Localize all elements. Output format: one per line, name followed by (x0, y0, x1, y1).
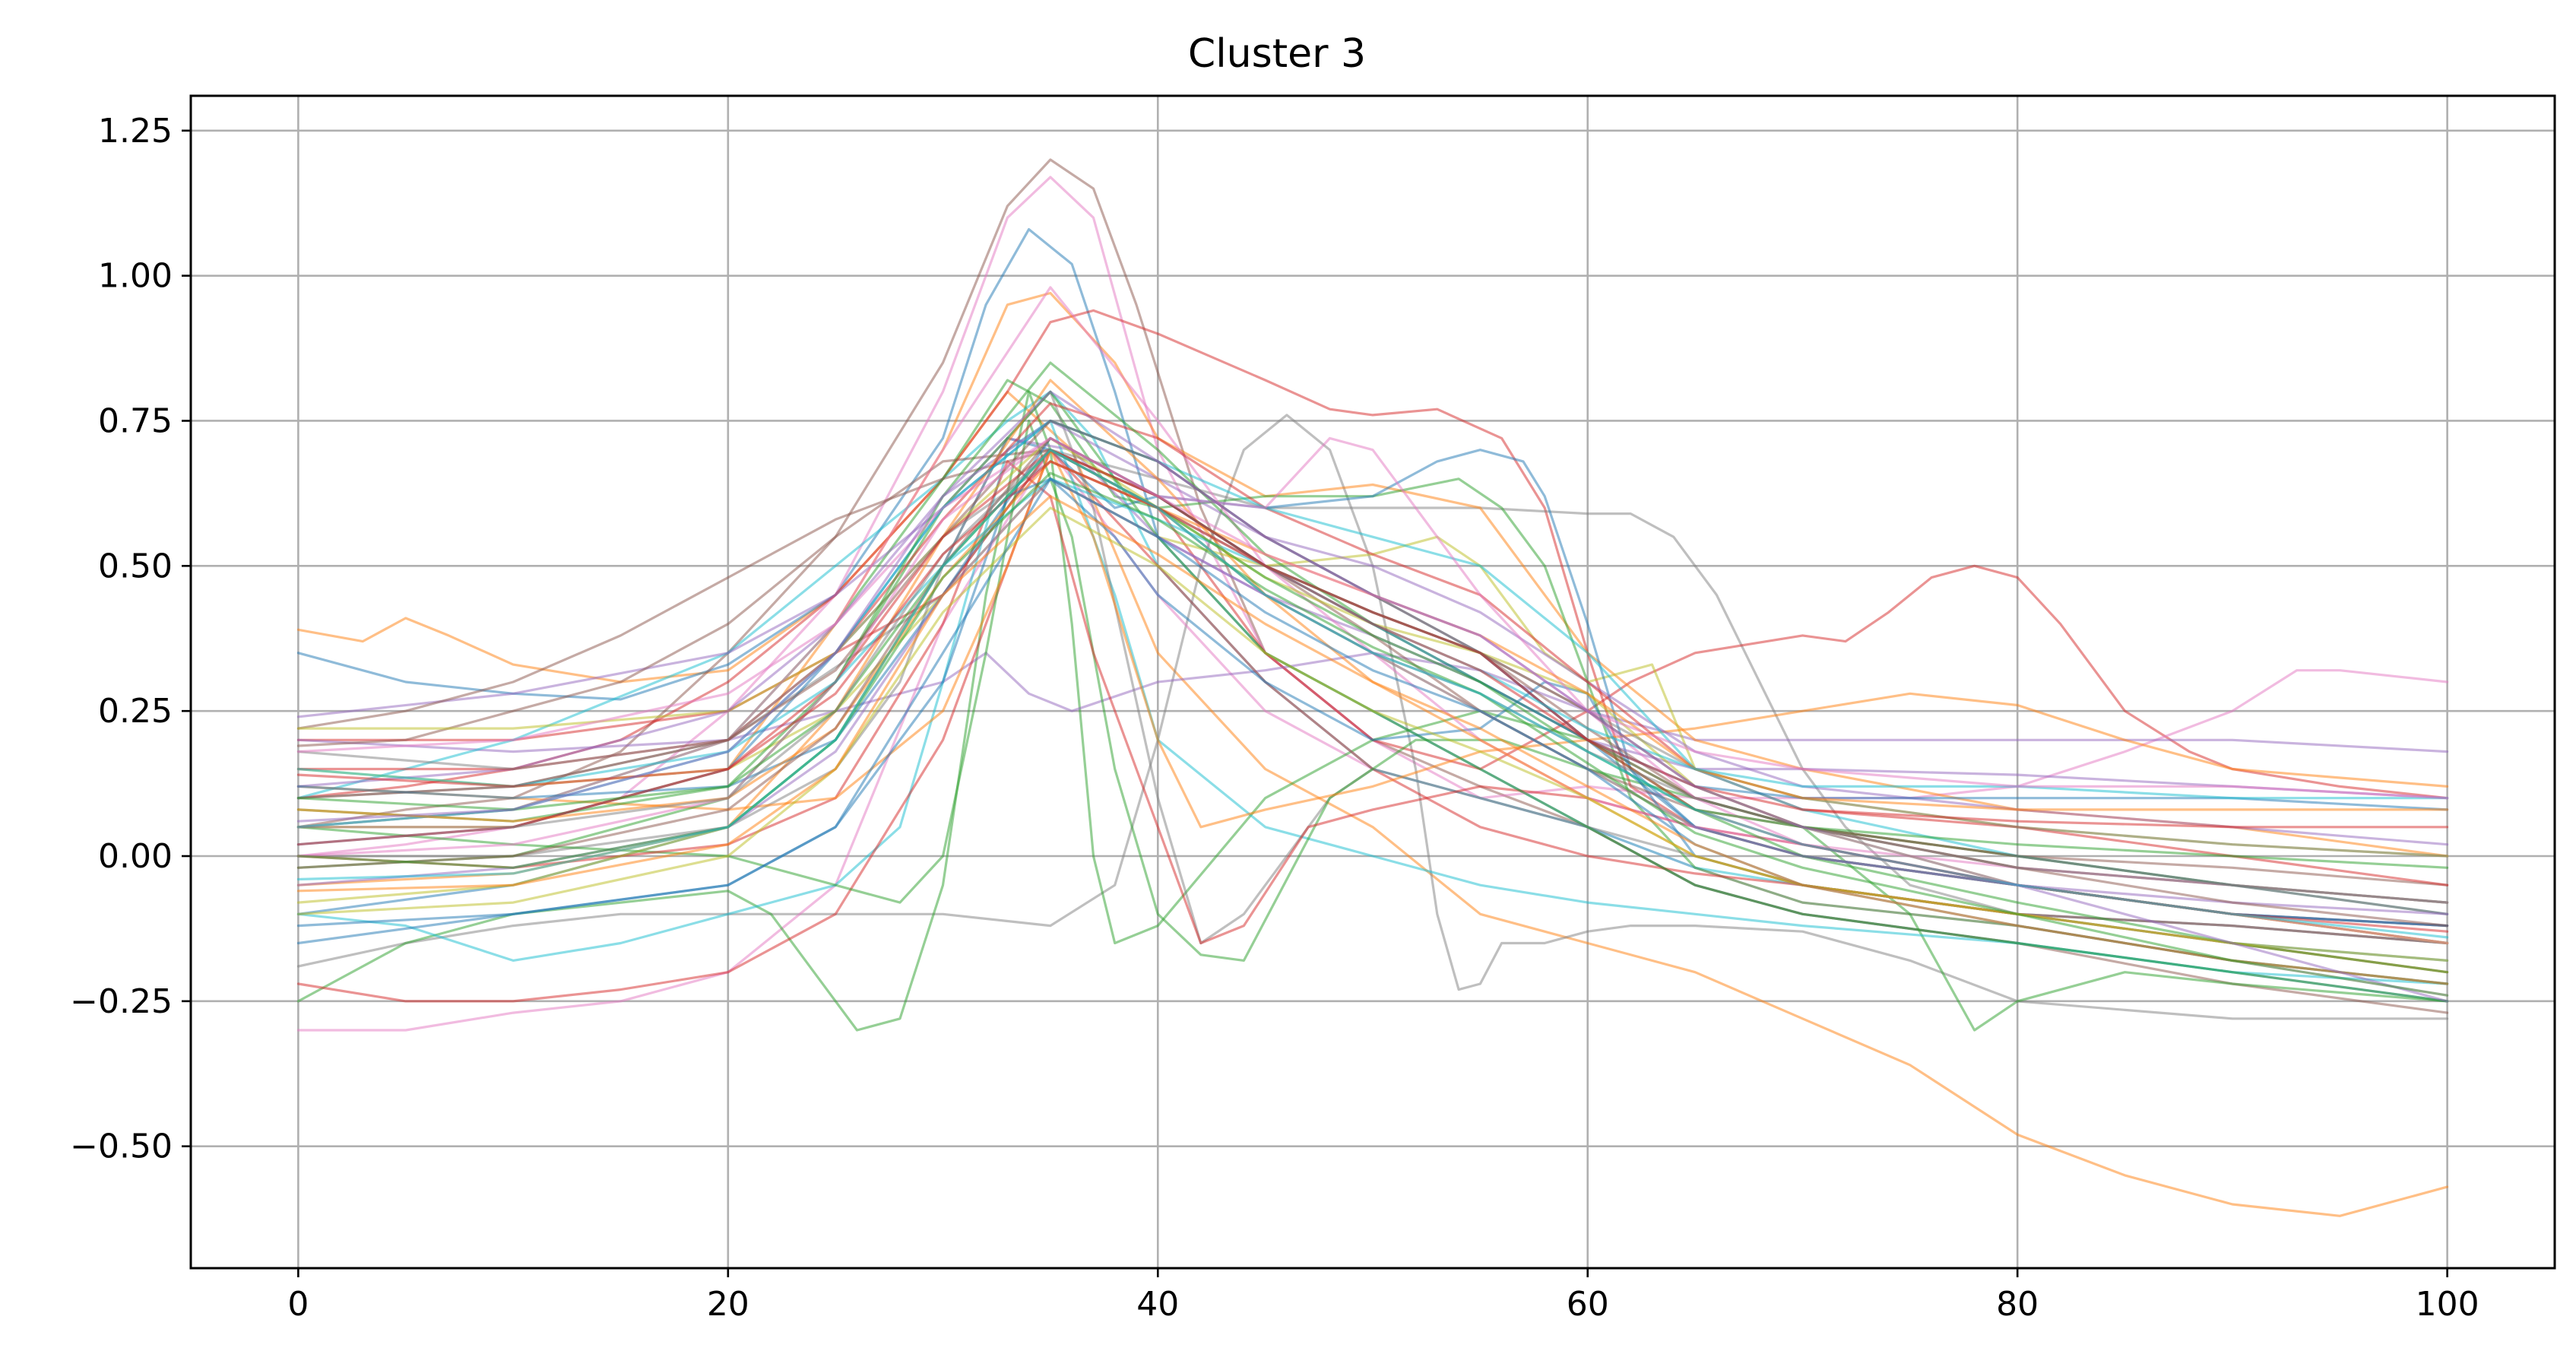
series-line (296, 449, 2449, 886)
series-line (296, 436, 2449, 800)
series-line (296, 379, 2449, 974)
y-tick-label: −0.50 (70, 1128, 173, 1166)
y-tick-label: 0.25 (98, 692, 173, 731)
series-line (296, 449, 2449, 933)
series-line (296, 506, 2449, 963)
series-line (296, 361, 2449, 974)
series-line (296, 419, 2449, 985)
x-tick-label: 0 (287, 1285, 309, 1324)
series-line (296, 436, 2449, 945)
x-tick-label: 100 (2416, 1285, 2479, 1324)
y-tick-label: 1.25 (98, 112, 173, 151)
series-line (296, 390, 2449, 945)
y-tick-label: 0.50 (98, 547, 173, 585)
series-line (296, 176, 2449, 997)
series-line (296, 390, 2449, 1217)
x-axis: 0 20 40 60 80 100 (287, 1268, 2479, 1324)
series-line (296, 436, 2449, 800)
series-line (296, 419, 2449, 915)
x-tick-label: 20 (707, 1285, 749, 1324)
series-line (296, 460, 2449, 823)
x-tick-label: 80 (1996, 1285, 2039, 1324)
y-tick-label: −0.25 (70, 982, 173, 1021)
series-line (296, 419, 2449, 915)
series-line (296, 477, 2449, 858)
series-line (296, 460, 2449, 829)
series-line (296, 390, 2449, 1003)
series-line (296, 449, 2449, 869)
x-tick-label: 40 (1136, 1285, 1179, 1324)
series-line (296, 471, 2449, 997)
chart-title: Cluster 3 (1188, 31, 1366, 77)
y-tick-label: 0.00 (98, 837, 173, 876)
y-tick-label: 0.75 (98, 401, 173, 440)
series-line (296, 390, 2449, 945)
series-lines (296, 158, 2449, 1217)
y-axis: −0.50 −0.25 0.00 0.25 0.50 0.75 1.00 1.25 (70, 112, 191, 1166)
y-tick-label: 1.00 (98, 257, 173, 296)
series-line (296, 652, 2449, 753)
x-tick-label: 60 (1567, 1285, 1609, 1324)
plot-frame (189, 94, 2556, 1270)
series-line (296, 436, 2449, 945)
series-line (296, 495, 2449, 985)
series-line (296, 449, 2449, 939)
series-line (296, 291, 2449, 858)
